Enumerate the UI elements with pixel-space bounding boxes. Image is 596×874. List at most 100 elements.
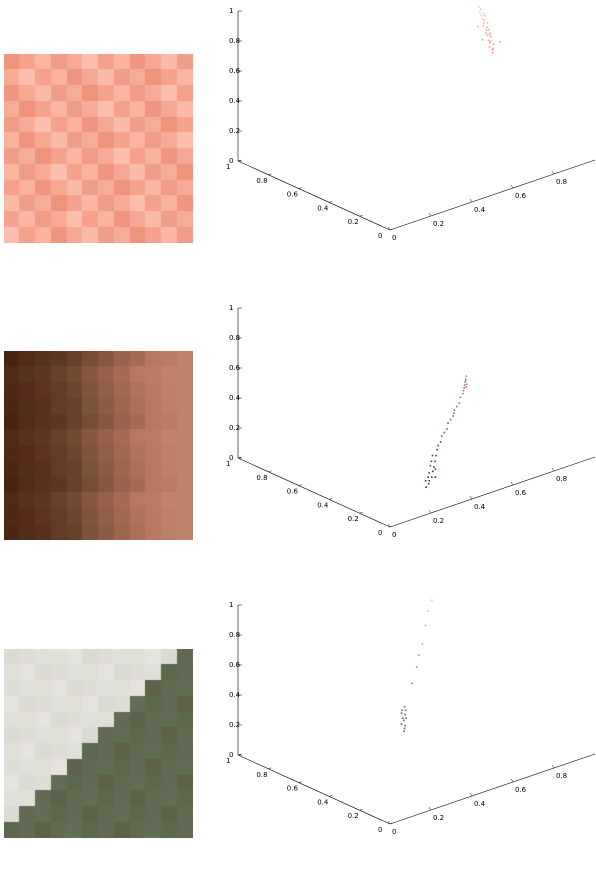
- x-tick-label: 0.4: [474, 800, 486, 808]
- data-point: [449, 418, 452, 421]
- data-point: [424, 624, 427, 627]
- data-point: [429, 464, 432, 467]
- x-axis-line: [389, 456, 596, 528]
- data-point: [486, 22, 489, 24]
- x-tick-label: 0: [392, 234, 396, 242]
- data-point: [488, 33, 491, 36]
- data-point: [403, 719, 405, 722]
- data-point: [441, 435, 443, 437]
- scatter-3d-plot-3: 00.20.40.60.800.20.40.60.8100.20.40.60.8…: [226, 599, 596, 836]
- data-point: [463, 387, 465, 389]
- data-point: [485, 29, 488, 32]
- y-tick-label: 0.4: [317, 501, 329, 509]
- data-point: [437, 444, 439, 447]
- data-point: [439, 441, 442, 443]
- x-axis-line: [389, 159, 596, 231]
- y-tick: [298, 484, 302, 486]
- z-tick-label: 0.6: [229, 661, 241, 669]
- y-tick-label: 0.4: [317, 798, 329, 806]
- data-point: [430, 460, 433, 463]
- scatter-3d-plot-1: 00.20.40.60.800.20.40.60.8100.20.40.60.8…: [226, 6, 596, 242]
- data-point: [492, 47, 494, 50]
- y-tick-label: 0.6: [287, 191, 299, 199]
- data-point: [489, 32, 491, 35]
- scatter-3d-plot-2: 00.20.40.60.800.20.40.60.8100.20.40.60.8…: [226, 304, 596, 539]
- x-tick: [428, 806, 432, 811]
- x-tick: [428, 509, 432, 514]
- data-point: [452, 412, 455, 414]
- data-point: [489, 40, 492, 43]
- y-tick: [389, 228, 394, 231]
- z-tick-label: 0.4: [229, 691, 241, 699]
- y-tick: [298, 781, 302, 783]
- data-point: [498, 41, 501, 43]
- y-tick: [389, 525, 394, 528]
- data-point: [482, 38, 484, 41]
- y-tick-label: 1: [226, 163, 230, 171]
- data-point: [443, 431, 446, 434]
- data-point: [433, 466, 435, 468]
- data-point: [464, 381, 466, 383]
- data-point: [484, 14, 486, 17]
- x-tick: [551, 467, 555, 472]
- y-tick-label: 1: [226, 757, 230, 765]
- y-tick: [298, 187, 302, 189]
- data-point: [465, 386, 467, 388]
- data-point: [487, 39, 490, 42]
- x-tick: [551, 764, 555, 769]
- x-tick: [387, 523, 391, 528]
- data-point: [415, 665, 418, 668]
- y-tick-label: 0.8: [256, 771, 267, 779]
- data-point: [483, 19, 486, 21]
- data-point: [491, 52, 494, 54]
- y-tick-label: 0.2: [348, 218, 359, 226]
- y-tick: [268, 767, 272, 770]
- data-point: [400, 723, 403, 725]
- z-tick-label: 0.8: [229, 334, 240, 342]
- z-tick-label: 0: [229, 157, 233, 165]
- data-point: [485, 32, 487, 34]
- x-tick: [428, 212, 432, 217]
- data-point: [424, 479, 427, 482]
- z-tick-label: 0.6: [229, 67, 241, 75]
- data-point: [435, 454, 437, 457]
- data-point: [482, 12, 485, 15]
- data-point: [464, 378, 467, 380]
- data-point: [490, 36, 492, 38]
- data-point: [487, 28, 490, 31]
- z-tick-label: 1: [229, 7, 233, 15]
- data-point: [428, 479, 431, 482]
- y-axis-line: [237, 457, 391, 528]
- y-tick: [268, 470, 272, 473]
- data-point: [486, 26, 488, 29]
- x-tick-label: 0.6: [515, 786, 527, 794]
- x-tick: [469, 495, 473, 500]
- data-point: [491, 49, 494, 51]
- data-point: [401, 717, 404, 720]
- x-tick: [551, 170, 555, 175]
- data-point: [436, 448, 438, 451]
- y-tick: [359, 214, 363, 217]
- data-point: [462, 389, 465, 392]
- data-point: [483, 22, 485, 24]
- data-point: [458, 402, 461, 404]
- panel-1: 0 0.2 0.4 0.6 0.8 0 0.2 0.4 0.6 0.8 1 0 0.2 0.4 0.6 0.8…: [0, 0, 596, 280]
- data-point: [464, 379, 467, 382]
- x-tick: [469, 198, 473, 203]
- color-patch-1: [4, 54, 193, 243]
- z-tick-label: 0.8: [229, 631, 240, 639]
- x-axis-line: [389, 753, 596, 825]
- y-tick: [389, 822, 394, 825]
- z-tick-label: 0.2: [229, 127, 240, 135]
- x-tick-label: 0.2: [433, 814, 444, 822]
- x-tick-label: 0.4: [474, 206, 486, 214]
- z-tick-label: 0: [229, 751, 233, 759]
- data-point: [425, 486, 427, 489]
- data-point: [434, 468, 437, 471]
- data-point: [403, 705, 406, 708]
- data-point: [431, 599, 433, 601]
- y-tick: [268, 173, 272, 176]
- data-point: [401, 709, 403, 712]
- color-patch-3: [4, 649, 193, 838]
- x-tick: [387, 820, 391, 825]
